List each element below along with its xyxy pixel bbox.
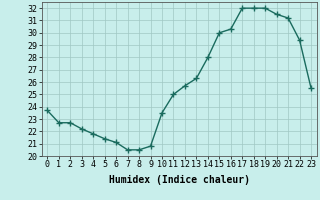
- X-axis label: Humidex (Indice chaleur): Humidex (Indice chaleur): [109, 175, 250, 185]
